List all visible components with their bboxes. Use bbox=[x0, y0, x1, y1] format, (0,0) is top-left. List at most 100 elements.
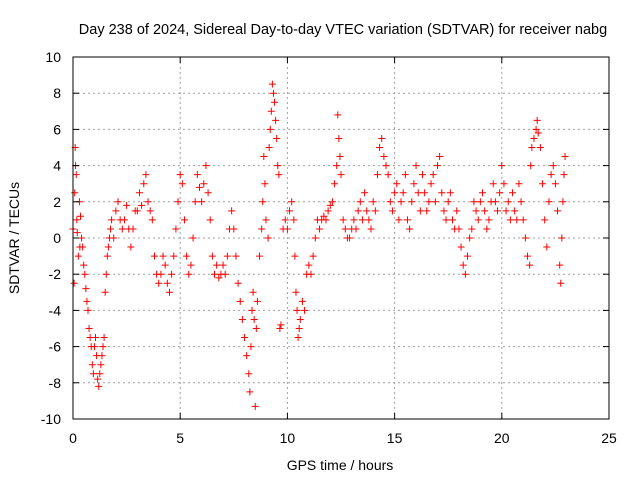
data-point bbox=[421, 189, 429, 197]
x-tick-labels: 0 5 10 15 20 25 bbox=[69, 430, 617, 446]
data-point bbox=[221, 270, 229, 278]
data-point bbox=[261, 180, 269, 188]
data-point bbox=[436, 153, 444, 161]
data-point bbox=[295, 325, 303, 332]
data-point bbox=[281, 216, 289, 224]
data-point bbox=[431, 198, 439, 206]
data-point bbox=[200, 180, 208, 188]
data-point bbox=[114, 198, 122, 206]
data-point bbox=[500, 180, 508, 188]
data-point bbox=[459, 261, 467, 269]
data-point bbox=[202, 162, 210, 170]
data-point bbox=[521, 234, 529, 242]
y-tick-label: -8 bbox=[49, 375, 62, 391]
data-point bbox=[519, 216, 527, 224]
y-tick-label: 4 bbox=[53, 158, 61, 174]
data-point bbox=[89, 370, 97, 378]
x-tick-label: 25 bbox=[601, 430, 617, 446]
data-point bbox=[234, 279, 242, 287]
data-point bbox=[483, 225, 491, 233]
data-point bbox=[241, 334, 249, 342]
data-point bbox=[328, 198, 336, 206]
data-point bbox=[127, 243, 135, 251]
data-point bbox=[98, 352, 106, 360]
data-point bbox=[246, 388, 254, 396]
data-point bbox=[509, 189, 517, 197]
data-point bbox=[557, 279, 565, 287]
x-tick-label: 20 bbox=[494, 430, 510, 446]
data-point bbox=[341, 225, 349, 233]
data-point bbox=[442, 216, 450, 224]
data-point bbox=[412, 162, 420, 170]
data-point bbox=[108, 216, 116, 224]
data-point bbox=[391, 189, 399, 197]
data-point bbox=[142, 171, 150, 179]
data-point bbox=[286, 207, 294, 215]
data-point bbox=[378, 134, 386, 142]
data-point bbox=[320, 212, 328, 220]
data-point bbox=[243, 352, 251, 360]
data-point bbox=[472, 207, 480, 215]
data-point bbox=[211, 270, 219, 278]
data-point bbox=[384, 171, 392, 179]
data-point bbox=[549, 162, 557, 170]
data-point bbox=[193, 171, 201, 179]
data-point bbox=[70, 279, 78, 287]
data-point bbox=[403, 216, 411, 224]
data-point bbox=[547, 171, 555, 179]
data-point bbox=[373, 171, 381, 179]
data-point bbox=[528, 144, 536, 151]
data-point bbox=[309, 252, 317, 260]
data-point bbox=[79, 243, 87, 251]
data-points bbox=[69, 80, 569, 410]
data-point bbox=[248, 306, 256, 314]
data-point bbox=[273, 134, 281, 142]
data-point bbox=[129, 225, 137, 233]
data-point bbox=[479, 189, 487, 197]
data-point bbox=[536, 144, 544, 151]
data-point bbox=[335, 134, 343, 142]
data-point bbox=[470, 198, 478, 206]
data-point bbox=[198, 198, 206, 206]
data-point bbox=[455, 225, 463, 233]
data-point bbox=[561, 153, 569, 161]
data-point bbox=[245, 370, 253, 378]
data-point bbox=[97, 361, 105, 369]
data-point bbox=[311, 234, 319, 242]
chart-title: Day 238 of 2024, Sidereal Day-to-day VTE… bbox=[79, 22, 607, 38]
data-point bbox=[346, 234, 354, 242]
data-point bbox=[511, 207, 519, 215]
data-point bbox=[406, 225, 414, 233]
data-point bbox=[208, 252, 216, 260]
x-axis-label: GPS time / hours bbox=[287, 457, 394, 473]
data-point bbox=[292, 288, 300, 296]
y-tick-label: 2 bbox=[53, 194, 61, 210]
data-point bbox=[339, 216, 347, 224]
data-point bbox=[74, 252, 82, 260]
data-point bbox=[99, 343, 107, 351]
data-point bbox=[324, 207, 332, 215]
data-point bbox=[260, 153, 268, 161]
data-point bbox=[165, 288, 173, 296]
data-point bbox=[84, 306, 92, 314]
data-point bbox=[444, 198, 452, 206]
data-point bbox=[103, 252, 111, 260]
data-point bbox=[265, 144, 273, 151]
data-point bbox=[350, 216, 358, 224]
data-point bbox=[397, 198, 405, 206]
data-point bbox=[438, 189, 446, 197]
data-point bbox=[195, 183, 203, 191]
data-point bbox=[408, 198, 416, 206]
data-point bbox=[517, 198, 525, 206]
data-point bbox=[118, 225, 126, 233]
y-tick-label: 6 bbox=[53, 121, 61, 137]
data-point bbox=[187, 261, 195, 269]
data-point bbox=[238, 315, 246, 323]
data-point bbox=[440, 207, 448, 215]
data-point bbox=[334, 111, 342, 119]
data-point bbox=[178, 180, 186, 188]
data-point bbox=[427, 180, 435, 188]
data-point bbox=[78, 234, 86, 242]
data-point bbox=[416, 207, 424, 215]
data-point bbox=[463, 252, 471, 260]
